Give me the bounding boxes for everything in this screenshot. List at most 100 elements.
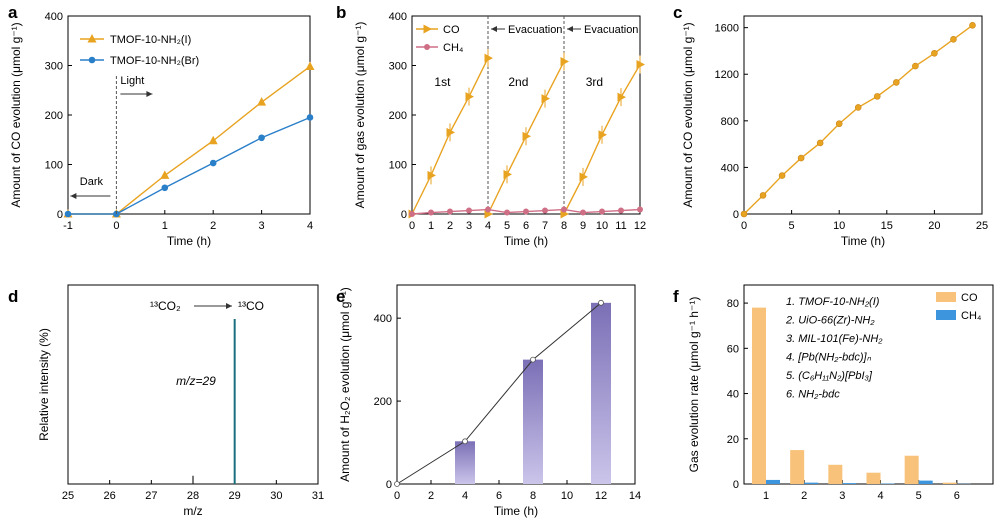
y-tick-label: 400 xyxy=(389,11,407,23)
x-tick-label: 12 xyxy=(634,220,646,232)
y-tick-label: 400 xyxy=(374,313,392,325)
series-line xyxy=(68,116,311,215)
y-tick-label: 200 xyxy=(45,110,63,122)
legend-entry: CH₄ xyxy=(443,42,464,54)
data-point-triangle xyxy=(257,97,267,106)
data-point xyxy=(209,159,217,167)
x-tick-label: 0 xyxy=(113,220,119,232)
data-point-triangle xyxy=(465,92,474,102)
x-tick-label: 4 xyxy=(462,490,468,502)
annotation-cycle-3: 3rd xyxy=(586,75,603,89)
arrow-dark-head xyxy=(70,193,77,199)
x-tick-label: 30 xyxy=(270,490,282,502)
data-point xyxy=(462,438,468,445)
x-tick-label: 31 xyxy=(312,490,324,502)
legend-entry: TMOF-10-NH₂(Br) xyxy=(110,55,199,67)
y-tick-label: 200 xyxy=(374,396,392,408)
legend-entry: CO xyxy=(443,24,460,36)
data-point-triangle xyxy=(541,94,550,104)
data-point xyxy=(969,22,976,29)
annotation-reaction-left: ¹³CO₂ xyxy=(150,299,181,313)
data-point xyxy=(873,93,881,100)
material-list-item: 2. UiO-66(Zr)-NH₂ xyxy=(785,315,875,327)
data-point xyxy=(394,481,400,487)
x-tick-label: -1 xyxy=(63,220,73,232)
data-point xyxy=(759,192,767,199)
x-tick-label: 28 xyxy=(187,490,199,502)
x-tick-label: 2 xyxy=(428,490,434,502)
x-tick-label: 27 xyxy=(145,490,157,502)
annotation-light: Light xyxy=(120,75,144,87)
bar xyxy=(828,464,843,484)
x-tick-label: 6 xyxy=(954,490,960,502)
plot-frame xyxy=(396,284,636,485)
data-point xyxy=(931,49,938,57)
x-tick-label: 0 xyxy=(394,490,400,502)
data-point xyxy=(797,154,805,162)
x-tick-label: 4 xyxy=(485,220,491,232)
x-tick-label: 25 xyxy=(62,490,74,502)
y-tick-label: 400 xyxy=(721,162,739,174)
data-point xyxy=(530,356,536,363)
arrow-evacuation-1-head xyxy=(491,26,497,32)
legend-entry: TMOF-10-NH₂(I) xyxy=(110,34,191,46)
x-axis-label: m/z xyxy=(183,504,202,518)
data-point-triangle xyxy=(579,172,588,182)
x-tick-label: 1 xyxy=(162,220,168,232)
chart-panel-e: 0 2 4 6 8 10 12 14 0 200 400 Time (h) Amount of H₂O₂… xyxy=(336,284,641,518)
y-tick-label: 60 xyxy=(727,343,739,355)
data-point xyxy=(854,104,862,111)
data-point xyxy=(598,299,604,306)
data-point-triangle xyxy=(598,130,607,140)
data-point xyxy=(428,209,434,216)
data-point xyxy=(161,184,169,192)
x-axis-label: Time (h) xyxy=(167,234,211,248)
annotation-cycle-1: 1st xyxy=(434,75,451,89)
data-point-triangle xyxy=(636,60,645,70)
data-point xyxy=(306,114,314,121)
y-tick-label: 40 xyxy=(727,389,739,401)
x-tick-label: 10 xyxy=(833,220,845,232)
x-tick-label: 9 xyxy=(580,220,586,232)
y-axis-label: Amount of CO evolution (μmol g⁻¹) xyxy=(9,22,23,207)
x-tick-label: 2 xyxy=(801,490,807,502)
y-tick-label: 0 xyxy=(733,209,739,221)
bar xyxy=(752,307,766,484)
series-line xyxy=(68,65,311,215)
data-point-triangle xyxy=(484,53,493,63)
chart-panel-f: 0 20 40 60 80 1 2 3 4 5 6 Gas evolution rate (μmol … xyxy=(673,284,994,502)
arrow-evacuation-2-head xyxy=(567,26,573,32)
y-axis-label: Amount of H₂O₂ evolution (μmol g⁻¹) xyxy=(338,287,352,482)
x-tick-label: 14 xyxy=(629,490,641,502)
y-tick-label: 100 xyxy=(389,160,407,172)
y-axis-label: Relative intensity (%) xyxy=(37,328,51,441)
annotation-cycle-2: 2nd xyxy=(508,75,528,89)
data-point xyxy=(637,206,643,213)
chart-panel-d: 25 26 27 28 29 30 31 m/z Relative intensity (%) d… xyxy=(8,284,324,518)
x-tick-label: 4 xyxy=(307,220,313,232)
data-point-triangle xyxy=(560,57,569,67)
annotation-reaction-right: ¹³CO xyxy=(238,299,264,313)
chart-panel-c: 0 5 10 15 20 25 0 400 800 1200 1600 Time (h) Amount … xyxy=(673,3,988,248)
bar xyxy=(523,359,543,484)
arrow-light-head xyxy=(146,91,153,97)
data-point xyxy=(835,120,843,128)
data-point xyxy=(740,210,748,218)
bar xyxy=(866,472,881,484)
y-tick-label: 300 xyxy=(45,61,63,73)
panel-label: f xyxy=(673,287,679,306)
x-axis-label: Time (h) xyxy=(494,504,538,518)
data-point-triangle xyxy=(208,135,218,145)
y-tick-label: 400 xyxy=(45,11,63,23)
data-point xyxy=(893,79,900,86)
data-point-triangle xyxy=(522,131,531,141)
x-tick-label: 29 xyxy=(229,490,241,502)
data-point-triangle xyxy=(617,92,626,102)
panel-label: c xyxy=(673,3,682,22)
y-tick-label: 1200 xyxy=(715,69,739,81)
trend-line xyxy=(396,302,602,485)
data-point-triangle xyxy=(87,34,97,43)
material-list-item: 3. MIL-101(Fe)-NH₂ xyxy=(786,333,883,345)
x-axis-label: Time (h) xyxy=(841,234,885,248)
